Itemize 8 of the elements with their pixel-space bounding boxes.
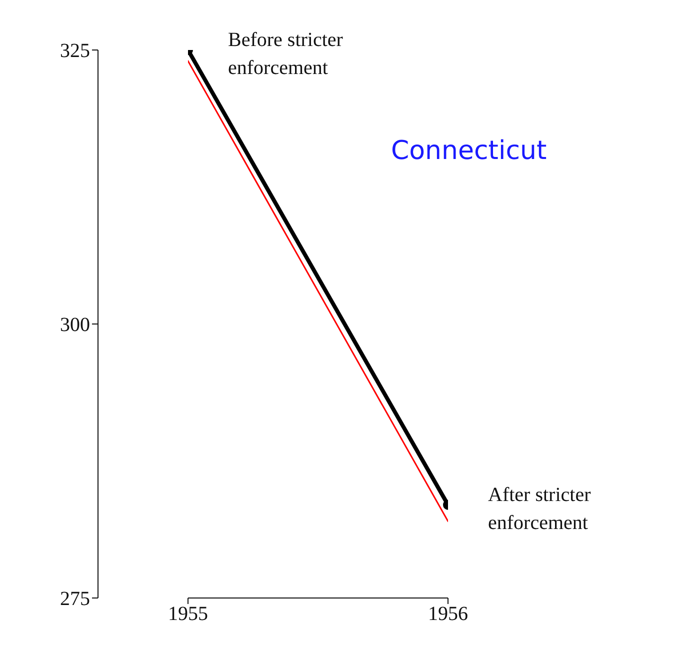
text: Connecticut xyxy=(391,136,547,166)
annotation: Before stricter enforcement xyxy=(228,29,344,79)
x-tick-label: 1955 xyxy=(168,603,208,626)
x-tick-label: 1956 xyxy=(428,603,468,626)
y-tick-label: 275 xyxy=(60,588,90,610)
y-tick-label: 325 xyxy=(60,40,90,62)
y-tick-label: 300 xyxy=(60,314,90,336)
annotation: After stricter enforcement xyxy=(488,484,592,534)
